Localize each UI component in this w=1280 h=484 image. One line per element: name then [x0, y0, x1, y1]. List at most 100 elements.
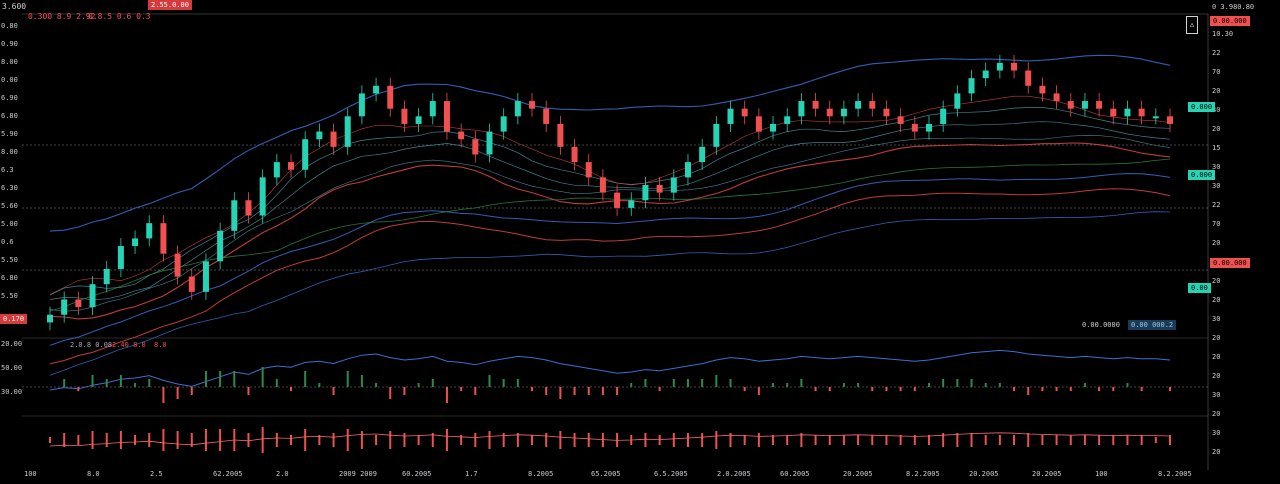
- left-axis-label-7: 8.00: [1, 148, 18, 156]
- candle-body-53: [798, 101, 805, 117]
- candle-body-21: [344, 116, 351, 147]
- time-label-8: 8.2005: [528, 470, 554, 478]
- time-label-9: 65.2005: [591, 470, 621, 478]
- candle-body-14: [245, 200, 252, 216]
- candle-body-61: [911, 123, 918, 132]
- moving-average-1: [49, 173, 1171, 346]
- candle-body-1: [61, 299, 68, 315]
- right-axis-label-11: 20: [1212, 239, 1221, 247]
- right-axis-label-10: 70: [1212, 220, 1221, 228]
- candle-body-28: [443, 101, 450, 132]
- candle-body-4: [103, 268, 110, 285]
- left-axis-label-0: 0.80: [1, 22, 18, 30]
- right-axis-label-5: 20: [1212, 125, 1221, 133]
- candle-body-52: [784, 116, 791, 124]
- candle-body-70: [1039, 85, 1046, 94]
- candle-body-30: [472, 139, 479, 155]
- candle-body-40: [614, 192, 621, 208]
- candle-body-69: [1025, 70, 1032, 86]
- right-axis-label-22: 20: [1212, 448, 1221, 456]
- candle-body-23: [373, 85, 380, 94]
- volume-line: [49, 432, 1171, 447]
- oscillator-line: [49, 349, 1171, 391]
- right-axis-label-13: 20: [1212, 277, 1221, 285]
- time-label-2: 2.5: [150, 470, 163, 478]
- candle-body-19: [316, 131, 323, 140]
- time-label-10: 6.5.2005: [654, 470, 688, 478]
- candle-body-76: [1124, 108, 1131, 117]
- candle-body-39: [599, 177, 606, 193]
- candle-body-11: [202, 261, 209, 292]
- time-label-5: 2009 2009: [339, 470, 377, 478]
- candle-body-50: [755, 116, 762, 132]
- time-label-0: 100: [24, 470, 37, 478]
- candle-body-56: [840, 108, 847, 117]
- oscillator-axis-1: 50.00: [1, 364, 23, 372]
- time-label-7: 1.7: [465, 470, 478, 478]
- right-axis-label-7: 30: [1212, 163, 1221, 171]
- candle-body-20: [330, 131, 337, 147]
- candle-body-27: [429, 101, 436, 117]
- right-axis-label-3: 20: [1212, 87, 1221, 95]
- candle-body-60: [897, 116, 904, 124]
- candle-body-42: [642, 185, 649, 201]
- right-axis-label-19: 30: [1212, 391, 1221, 399]
- time-label-12: 60.2005: [780, 470, 810, 478]
- candle-body-47: [713, 123, 720, 147]
- candle-body-63: [940, 108, 947, 124]
- candlestick-series: [47, 54, 1173, 331]
- candle-body-77: [1138, 108, 1145, 117]
- candle-body-3: [89, 284, 96, 308]
- candle-body-29: [458, 131, 465, 140]
- left-axis-label-14: 6.80: [1, 274, 18, 282]
- right-axis-label-0: 10.30: [1212, 30, 1234, 38]
- candle-body-25: [401, 108, 408, 124]
- candle-body-9: [174, 253, 181, 277]
- candle-body-16: [273, 162, 280, 178]
- candle-body-6: [132, 238, 139, 247]
- candle-body-37: [571, 146, 578, 163]
- candle-body-45: [684, 162, 691, 178]
- moving-average-4: [49, 188, 1171, 365]
- moving-average-7: [49, 135, 1171, 312]
- left-axis-label-12: 0.6: [1, 238, 14, 246]
- candle-body-64: [954, 93, 961, 109]
- left-axis-label-6: 5.90: [1, 130, 18, 138]
- time-label-14: 8.2.2005: [906, 470, 940, 478]
- candle-body-35: [543, 108, 550, 124]
- left-axis-label-11: 5.00: [1, 220, 18, 228]
- moving-average-3: [49, 142, 1171, 320]
- candle-body-10: [188, 276, 195, 292]
- candle-body-55: [826, 108, 833, 117]
- right-scale-top: 0 3.980.80: [1212, 3, 1255, 11]
- alert-icon[interactable]: ⚠: [1186, 16, 1198, 34]
- legend-entry-2: 8.0: [154, 341, 167, 349]
- candle-body-67: [996, 62, 1003, 71]
- candle-body-17: [288, 162, 295, 170]
- left-axis-label-3: 0.00: [1, 76, 18, 84]
- candle-body-48: [727, 108, 734, 124]
- candle-body-15: [259, 177, 266, 216]
- ohlc-readout: 0.300 8.9 2.92: [28, 12, 96, 21]
- moving-average-2: [49, 211, 1171, 376]
- time-label-15: 20.2005: [969, 470, 999, 478]
- left-axis-label-1: 0.90: [1, 40, 18, 48]
- moving-average-0: [49, 54, 1171, 232]
- candle-body-5: [117, 246, 124, 269]
- candle-body-66: [982, 70, 989, 79]
- time-label-16: 20.2005: [1032, 470, 1062, 478]
- candle-body-51: [770, 123, 777, 132]
- time-label-1: 8.0: [87, 470, 100, 478]
- candle-body-22: [358, 93, 365, 117]
- candle-body-68: [1011, 62, 1018, 71]
- right-axis-label-18: 20: [1212, 372, 1221, 380]
- moving-average-8: [49, 95, 1171, 295]
- candle-body-62: [925, 123, 932, 132]
- candle-body-0: [47, 314, 53, 323]
- candle-body-8: [160, 223, 167, 254]
- left-axis-label-15: 5.50: [1, 292, 18, 300]
- candle-body-65: [968, 78, 975, 94]
- oscillator-axis-2: 30.00: [1, 388, 23, 396]
